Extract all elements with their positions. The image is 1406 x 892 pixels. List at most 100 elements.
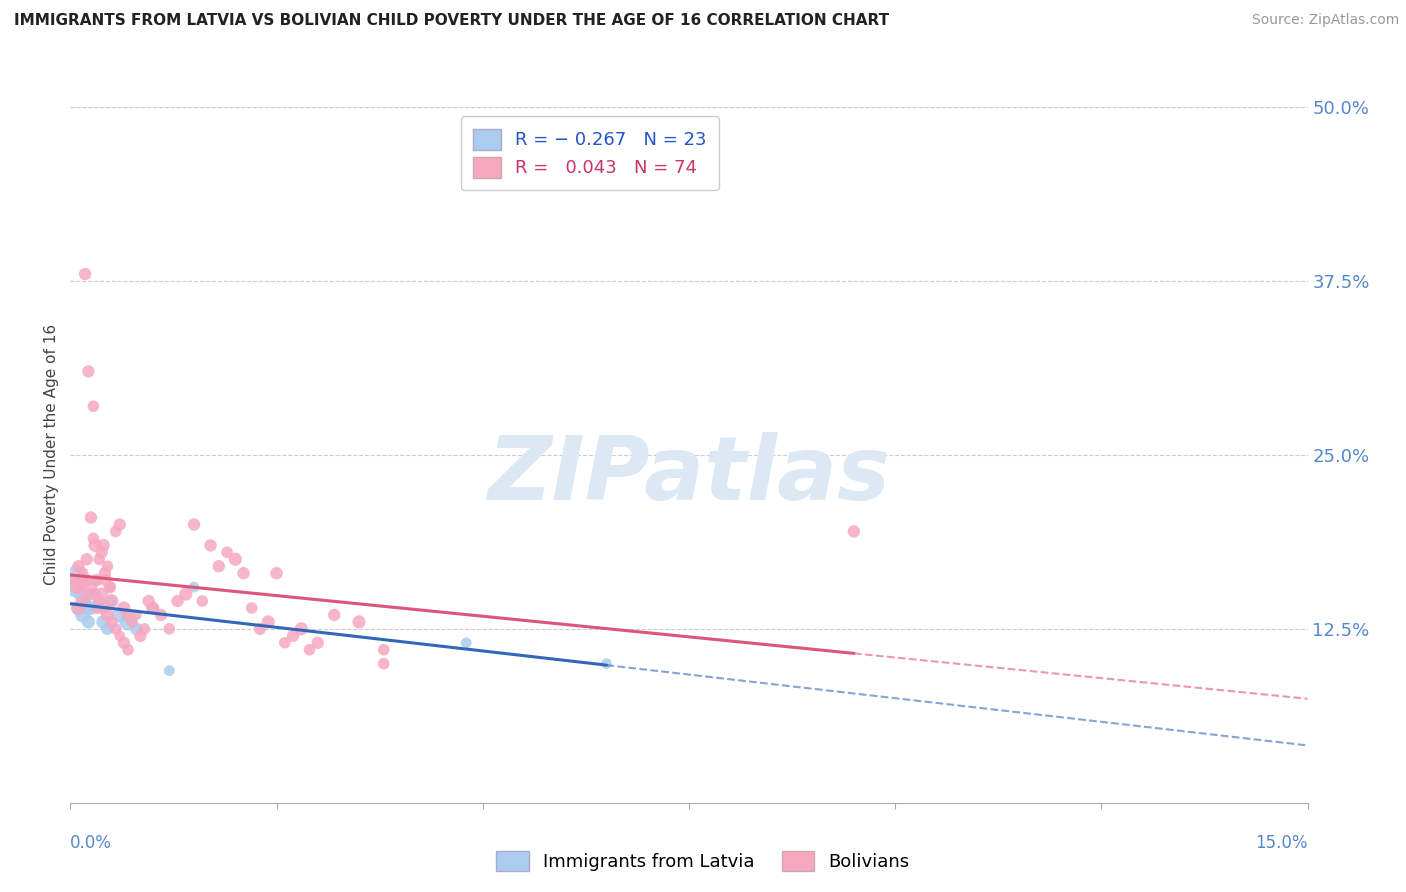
Point: [125, 622, 148, 636]
Point: [134, 622, 156, 636]
Point: [72, 594, 94, 608]
Point: [86, 573, 108, 587]
Point: [76, 552, 98, 566]
Point: [80, 510, 103, 524]
Point: [69, 587, 91, 601]
Point: [274, 636, 297, 650]
Point: [77, 587, 100, 601]
Point: [290, 622, 312, 636]
Point: [75, 267, 97, 281]
Point: [112, 601, 135, 615]
Point: [373, 642, 395, 657]
Point: [75, 594, 97, 608]
Y-axis label: Child Poverty Under the Age of 16: Child Poverty Under the Age of 16: [44, 325, 59, 585]
Point: [67, 601, 90, 615]
Point: [174, 587, 197, 601]
Point: [84, 573, 107, 587]
Point: [129, 629, 152, 643]
Point: [100, 615, 122, 629]
Point: [232, 566, 254, 581]
Point: [94, 573, 117, 587]
Point: [138, 594, 160, 608]
Point: [373, 657, 395, 671]
Point: [94, 566, 117, 581]
Point: [456, 636, 478, 650]
Point: [96, 559, 118, 574]
Point: [96, 622, 118, 636]
Point: [89, 552, 111, 566]
Point: [183, 517, 205, 532]
Point: [117, 615, 139, 629]
Point: [183, 580, 205, 594]
Legend: R = − 0.267   N = 23, R =   0.043   N = 74: R = − 0.267 N = 23, R = 0.043 N = 74: [461, 116, 718, 190]
Point: [249, 622, 271, 636]
Point: [108, 517, 131, 532]
Point: [257, 615, 280, 629]
Point: [100, 594, 122, 608]
Point: [595, 657, 617, 671]
Point: [108, 607, 131, 622]
Point: [240, 601, 263, 615]
Point: [76, 601, 98, 615]
Point: [323, 607, 346, 622]
Point: [224, 552, 246, 566]
Point: [266, 566, 288, 581]
Point: [66, 566, 89, 581]
Point: [91, 538, 114, 552]
Text: ZIPatlas: ZIPatlas: [488, 433, 890, 519]
Point: [77, 615, 100, 629]
Point: [108, 629, 131, 643]
Text: 0.0%: 0.0%: [70, 834, 112, 852]
Point: [86, 601, 108, 615]
Point: [77, 364, 100, 378]
Point: [307, 636, 329, 650]
Point: [76, 573, 98, 587]
Point: [91, 601, 114, 615]
Point: [89, 594, 111, 608]
Point: [69, 580, 91, 594]
Point: [89, 594, 111, 608]
Point: [117, 607, 139, 622]
Point: [63, 580, 86, 594]
Point: [82, 399, 104, 413]
Point: [98, 580, 121, 594]
Point: [112, 636, 135, 650]
Point: [98, 580, 121, 594]
Point: [80, 601, 103, 615]
Point: [117, 642, 139, 657]
Point: [91, 615, 114, 629]
Point: [150, 607, 173, 622]
Legend: Immigrants from Latvia, Bolivians: Immigrants from Latvia, Bolivians: [489, 844, 917, 879]
Text: IMMIGRANTS FROM LATVIA VS BOLIVIAN CHILD POVERTY UNDER THE AGE OF 16 CORRELATION: IMMIGRANTS FROM LATVIA VS BOLIVIAN CHILD…: [14, 13, 889, 29]
Point: [63, 573, 86, 587]
Point: [84, 587, 107, 601]
Point: [67, 601, 90, 615]
Point: [200, 538, 222, 552]
Point: [347, 615, 370, 629]
Point: [100, 594, 122, 608]
Point: [298, 642, 321, 657]
Point: [66, 580, 89, 594]
Point: [72, 566, 94, 581]
Point: [191, 594, 214, 608]
Point: [142, 601, 165, 615]
Point: [84, 538, 107, 552]
Point: [104, 622, 127, 636]
Point: [82, 587, 104, 601]
Point: [72, 607, 94, 622]
Point: [157, 664, 180, 678]
Point: [96, 607, 118, 622]
Text: 15.0%: 15.0%: [1256, 834, 1308, 852]
Point: [142, 601, 165, 615]
Point: [121, 615, 143, 629]
Point: [80, 580, 103, 594]
Point: [166, 594, 188, 608]
Point: [208, 559, 231, 574]
Point: [75, 573, 97, 587]
Point: [82, 532, 104, 546]
Point: [157, 622, 180, 636]
Text: Source: ZipAtlas.com: Source: ZipAtlas.com: [1251, 13, 1399, 28]
Point: [281, 629, 304, 643]
Point: [90, 587, 112, 601]
Point: [125, 607, 148, 622]
